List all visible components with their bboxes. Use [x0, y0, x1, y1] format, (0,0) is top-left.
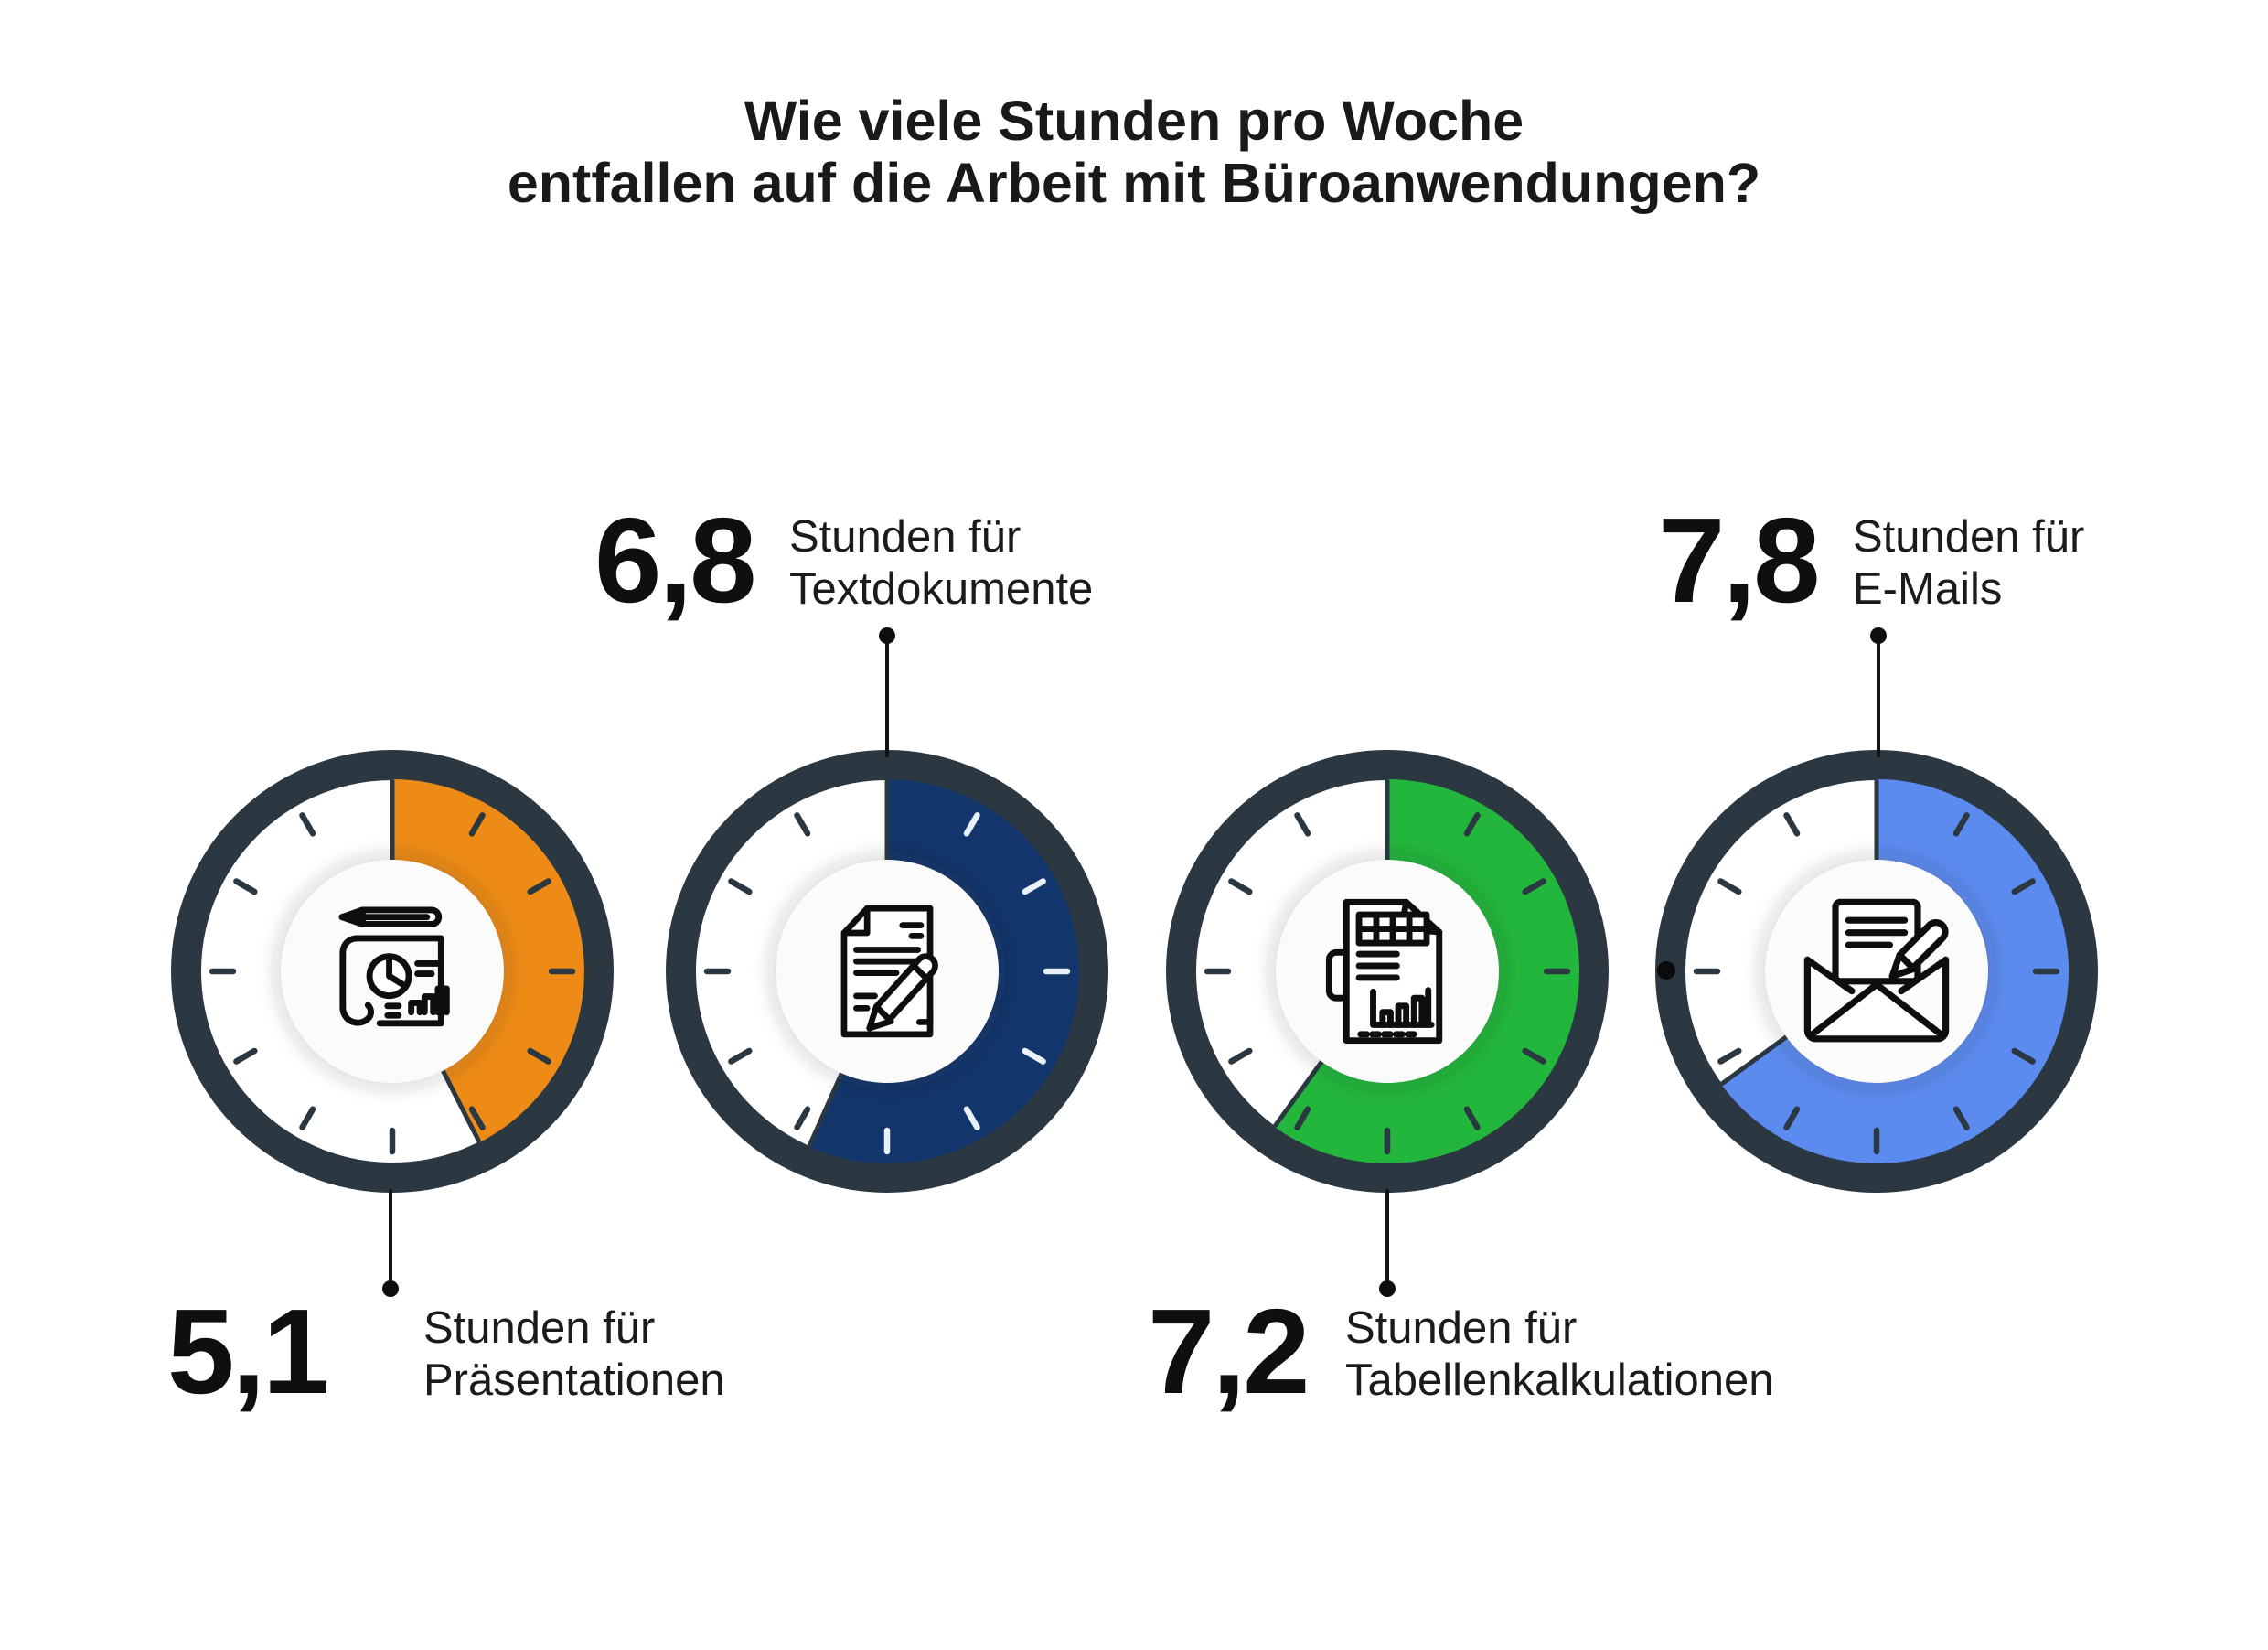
- hour-tick: [1952, 812, 1970, 837]
- hour-tick: [1717, 878, 1742, 895]
- hour-tick: [1522, 878, 1546, 895]
- hour-tick: [1022, 878, 1046, 895]
- connector-line-emails: [1877, 640, 1880, 757]
- hour-tick: [1783, 812, 1801, 837]
- label-presentations-line1: Stunden für: [423, 1303, 656, 1353]
- connector-line-textdocuments: [885, 640, 889, 757]
- clock-ring: [1166, 750, 1609, 1193]
- hour-tick: [233, 878, 258, 895]
- label-spreadsheets: Stunden für Tabellenkalkulationen: [1345, 1302, 1774, 1407]
- label-spreadsheets-line2: Tabellenkalkulationen: [1345, 1355, 1774, 1405]
- value-emails: 7,8: [1658, 493, 1820, 627]
- hour-tick: [1228, 878, 1253, 895]
- hour-tick: [963, 1106, 980, 1130]
- connector-dot-presentations: [382, 1280, 399, 1297]
- document-icon: [840, 905, 938, 1038]
- hour-tick: [233, 1047, 258, 1065]
- clock-gauge-presentations: [164, 743, 621, 1200]
- hour-tick: [794, 1106, 811, 1130]
- hour-tick: [1522, 1047, 1546, 1065]
- hour-tick: [1022, 1047, 1046, 1065]
- value-presentations: 5,1: [167, 1284, 329, 1419]
- hour-tick: [728, 878, 753, 895]
- title-line-2: entfallen auf die Arbeit mit Büroanwendu…: [507, 152, 1761, 214]
- hour-tick: [1463, 812, 1481, 837]
- hour-tick: [1783, 1106, 1801, 1130]
- value-textdocuments: 6,8: [594, 493, 756, 627]
- email-icon: [1803, 898, 1950, 1043]
- hour-tick: [1717, 1047, 1742, 1065]
- label-textdocuments-line2: Textdokumente: [789, 564, 1094, 614]
- hour-tick: [963, 812, 980, 837]
- label-textdocuments-line1: Stunden für: [789, 512, 1022, 562]
- connector-dot-emails: [1870, 627, 1887, 644]
- label-spreadsheets-line1: Stunden für: [1345, 1303, 1578, 1353]
- label-textdocuments: Stunden für Textdokumente: [789, 511, 1093, 616]
- connector-line-spreadsheets: [1385, 1189, 1389, 1282]
- hour-tick: [468, 1106, 486, 1130]
- clock-gauge-textdocuments: [658, 743, 1116, 1200]
- value-spreadsheets: 7,2: [1148, 1284, 1310, 1419]
- hour-tick: [1294, 1106, 1311, 1130]
- ring-side-dot: [1657, 961, 1675, 980]
- label-presentations: Stunden für Präsentationen: [423, 1302, 725, 1407]
- hour-tick: [728, 1047, 753, 1065]
- connector-dot-spreadsheets: [1379, 1280, 1396, 1297]
- presentation-icon: [338, 906, 450, 1027]
- hour-tick: [299, 812, 316, 837]
- hour-tick: [2011, 878, 2036, 895]
- connector-dot-textdocuments: [879, 627, 895, 644]
- page-title: Wie viele Stunden pro Woche entfallen au…: [0, 90, 2268, 214]
- label-emails-line1: Stunden für: [1853, 512, 2085, 562]
- clock-ring: [666, 750, 1108, 1193]
- hour-tick: [2011, 1047, 2036, 1065]
- hour-tick: [794, 812, 811, 837]
- hour-tick: [299, 1106, 316, 1130]
- hour-tick: [527, 1047, 551, 1065]
- hour-tick: [1228, 1047, 1253, 1065]
- label-presentations-line2: Präsentationen: [423, 1355, 725, 1405]
- connector-line-presentations: [389, 1189, 392, 1282]
- label-emails: Stunden für E-Mails: [1853, 511, 2084, 616]
- hour-tick: [468, 812, 486, 837]
- hour-tick: [1294, 812, 1311, 837]
- spreadsheet-icon: [1325, 898, 1443, 1045]
- label-emails-line2: E-Mails: [1853, 564, 2003, 614]
- clock-gauge-spreadsheets: [1159, 743, 1616, 1200]
- hour-tick: [1952, 1106, 1970, 1130]
- title-line-1: Wie viele Stunden pro Woche: [744, 90, 1524, 152]
- hour-tick: [1463, 1106, 1481, 1130]
- hour-tick: [527, 878, 551, 895]
- clock-ring: [171, 750, 614, 1193]
- clock-gauge-emails: [1648, 743, 2105, 1200]
